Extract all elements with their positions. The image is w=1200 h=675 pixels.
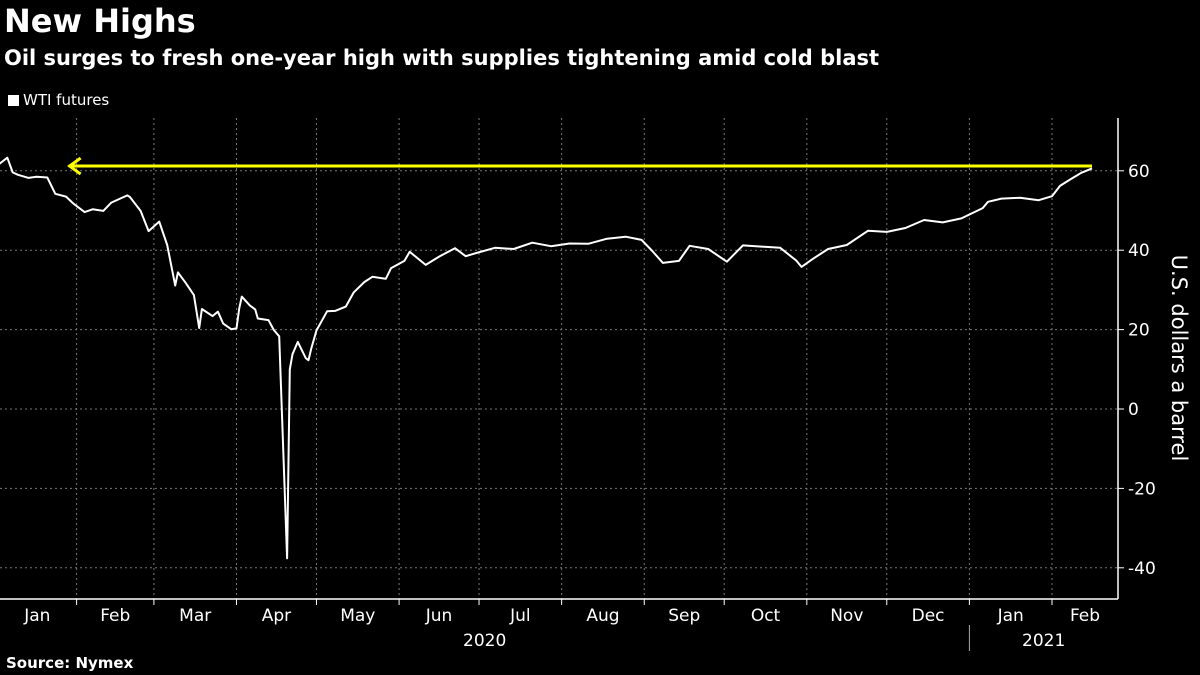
arrow-head-icon (67, 156, 82, 176)
x-tick-label: Mar (179, 606, 211, 626)
x-tick-label: Apr (262, 606, 291, 626)
wti-futures-line (0, 156, 1093, 560)
year-label: 2021 (1022, 631, 1065, 651)
y-tick-label: 40 (1128, 241, 1150, 261)
x-tick-label: Aug (586, 606, 619, 626)
y-tick-label: 0 (1128, 400, 1139, 420)
y-tick-label: 20 (1128, 321, 1150, 341)
x-tick-label: Nov (830, 606, 863, 626)
chart-title: New Highs (4, 2, 196, 40)
x-tick-label: Sep (668, 606, 700, 626)
x-tick-label: Jan (23, 606, 50, 626)
x-tick-label: Feb (1070, 606, 1100, 626)
source-note: Source: Nymex (6, 654, 134, 672)
x-tick-label: Jul (509, 606, 531, 626)
x-tick-label: Jan (997, 606, 1024, 626)
legend-swatch (8, 94, 19, 106)
legend-label: WTI futures (23, 91, 110, 109)
x-tick-label: Jun (425, 606, 453, 626)
x-tick-label: Dec (912, 606, 945, 626)
y-tick-label: -20 (1128, 479, 1156, 499)
x-tick-label: Oct (751, 606, 781, 626)
chart-subtitle: Oil surges to fresh one-year high with s… (4, 46, 880, 70)
legend: WTI futures (8, 91, 109, 109)
year-label: 2020 (463, 631, 506, 651)
y-axis-label: U.S. dollars a barrel (1167, 255, 1191, 462)
x-tick-label: Feb (100, 606, 130, 626)
y-tick-label: -40 (1128, 559, 1156, 579)
y-tick-label: 60 (1128, 162, 1150, 182)
x-tick-label: May (340, 606, 375, 626)
